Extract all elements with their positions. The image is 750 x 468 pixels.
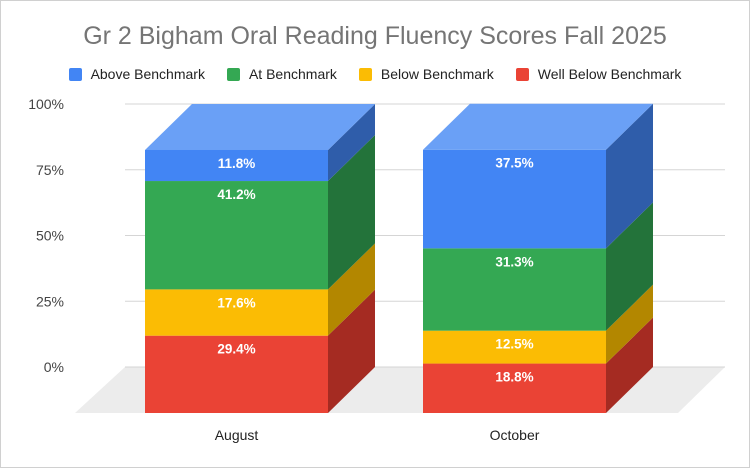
legend-swatch [358, 67, 372, 81]
bar-segment-side [328, 243, 375, 336]
bar-segment-side [606, 317, 653, 413]
data-label: 41.2% [217, 187, 255, 202]
bar-segment-front [423, 330, 606, 364]
bar-top-face [423, 103, 653, 150]
y-tick-label: 75% [36, 162, 64, 178]
bar-segment-side [328, 135, 375, 290]
legend-label: At Benchmark [248, 66, 337, 82]
data-label: 11.8% [218, 156, 256, 171]
legend-label: Above Benchmark [90, 66, 205, 82]
legend-label: Well Below Benchmark [537, 66, 682, 82]
bar-segment-front [145, 289, 328, 336]
data-label: 37.5% [495, 156, 533, 171]
bar-segment-front [145, 150, 328, 182]
legend-item: Well Below Benchmark [515, 66, 682, 82]
bar-segment-front [145, 335, 328, 413]
x-category-label: October [490, 427, 540, 443]
legend: Above Benchmark At Benchmark Below Benchma… [0, 66, 750, 82]
data-label: 18.8% [495, 370, 533, 385]
legend-item: Below Benchmark [358, 66, 494, 82]
data-label: 29.4% [217, 342, 255, 357]
x-category-label: August [215, 427, 259, 443]
chart-title: Gr 2 Bigham Oral Reading Fluency Scores … [83, 22, 667, 50]
y-tick-label: 100% [28, 96, 64, 112]
bar-segment-front [423, 149, 606, 249]
y-tick-label: 25% [36, 293, 64, 309]
bar-segment-side [606, 284, 653, 364]
legend-item: At Benchmark [226, 66, 337, 82]
data-label: 17.6% [217, 295, 255, 310]
legend-swatch [515, 67, 529, 81]
legend-label: Below Benchmark [380, 66, 494, 82]
legend-item: Above Benchmark [68, 66, 205, 82]
bar-top-face [145, 104, 375, 150]
bar-segment-side [328, 289, 375, 413]
bar-segment-front [145, 181, 328, 290]
data-label: 31.3% [495, 254, 533, 269]
bar-segment-side [606, 103, 653, 249]
bar-segment-front [423, 248, 606, 331]
y-tick-label: 0% [44, 359, 64, 375]
bar-segment-front [423, 363, 606, 413]
legend-swatch [68, 67, 82, 81]
legend-swatch [226, 67, 240, 81]
data-label: 12.5% [495, 337, 533, 352]
y-tick-label: 50% [36, 228, 64, 244]
bar-segment-side [328, 104, 375, 182]
bar-segment-side [606, 202, 653, 331]
